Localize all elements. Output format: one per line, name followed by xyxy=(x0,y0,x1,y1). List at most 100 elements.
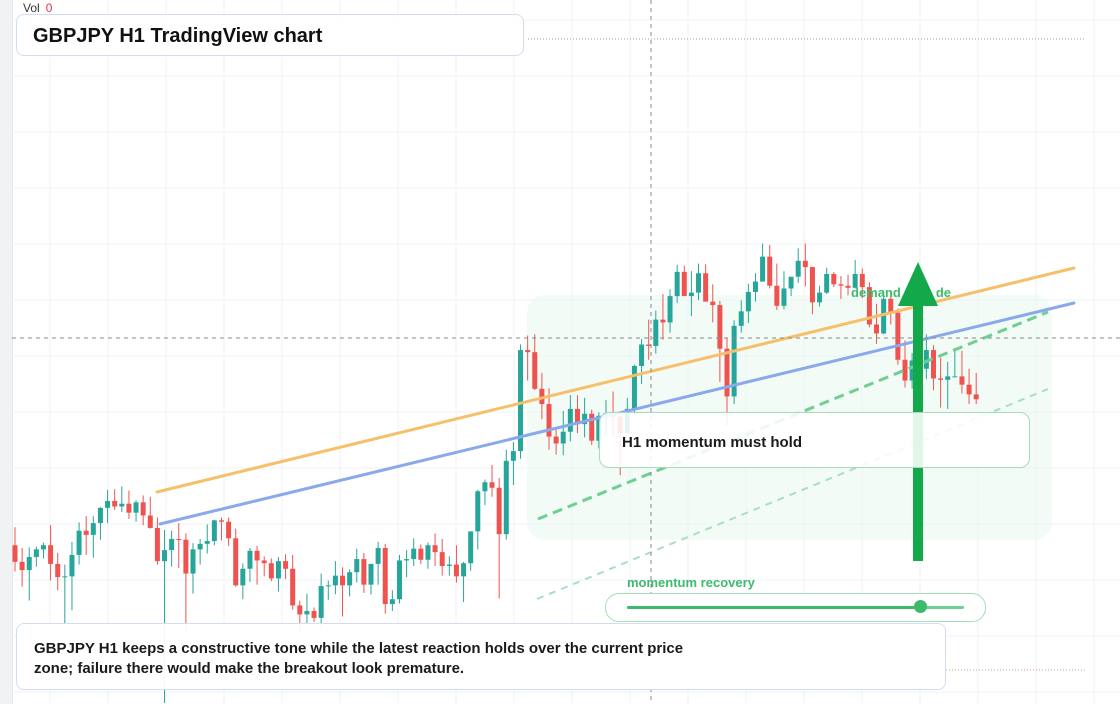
candle-up xyxy=(26,556,32,571)
candle-up xyxy=(318,586,324,618)
candle-down xyxy=(546,404,552,437)
candle-up xyxy=(119,503,125,507)
candle-down xyxy=(660,319,666,323)
candle-up xyxy=(446,564,452,566)
candle-down xyxy=(938,378,944,380)
candle-up xyxy=(881,298,887,334)
candle-down xyxy=(809,267,815,303)
candle-down xyxy=(112,500,118,507)
candle-up xyxy=(368,563,374,585)
candle-up xyxy=(560,431,566,444)
candle-down xyxy=(589,413,595,441)
candle-up xyxy=(90,523,96,535)
candle-down xyxy=(973,394,979,400)
candle-up xyxy=(347,572,353,586)
candle-up xyxy=(752,281,758,292)
candle-down xyxy=(55,563,61,578)
vol-label: Vol xyxy=(23,1,40,15)
candle-down xyxy=(283,561,289,569)
recovery-fill xyxy=(627,606,921,609)
candle-down xyxy=(553,436,559,444)
candle-down xyxy=(361,559,367,585)
candle-down xyxy=(895,312,901,360)
candle-up xyxy=(639,344,645,366)
candle-down xyxy=(930,350,936,379)
candle-down xyxy=(831,273,837,285)
candle-down xyxy=(83,530,89,535)
title-panel: GBPJPY H1 TradingView chart xyxy=(16,14,524,56)
candle-up xyxy=(197,543,203,550)
candle-up xyxy=(275,561,281,579)
candle-down xyxy=(496,487,502,535)
recovery-knob[interactable] xyxy=(914,600,928,613)
demand-label: demand de xyxy=(851,285,951,300)
candle-up xyxy=(596,415,602,441)
candle-up xyxy=(781,288,787,306)
candle-down xyxy=(966,384,972,395)
candle-up xyxy=(76,530,82,555)
candle-down xyxy=(767,256,773,286)
candle-down xyxy=(226,521,232,539)
candle-up xyxy=(411,548,417,560)
candle-up xyxy=(788,276,794,289)
candle-up xyxy=(404,559,410,561)
candle-down xyxy=(297,605,303,615)
candle-down xyxy=(710,301,716,306)
candle-down xyxy=(845,285,851,288)
candle-down xyxy=(126,503,132,513)
candle-down xyxy=(147,515,153,528)
candle-up xyxy=(40,545,46,550)
momentum-callout: H1 momentum must hold xyxy=(599,412,1030,468)
candle-down xyxy=(774,285,780,306)
candle-up xyxy=(375,547,381,564)
candle-down xyxy=(12,545,18,562)
candle-up xyxy=(240,568,246,586)
candle-down xyxy=(418,548,424,560)
candle-up xyxy=(738,311,744,326)
volume-indicator[interactable]: Vol 0 xyxy=(23,1,52,15)
candle-down xyxy=(439,552,445,566)
candle-up xyxy=(567,408,573,432)
crosshair-layer xyxy=(12,0,1120,704)
candle-down xyxy=(453,564,459,577)
candle-up xyxy=(105,500,111,508)
candle-up xyxy=(745,291,751,312)
demand-arrow-head xyxy=(898,262,938,306)
candle-up xyxy=(325,585,331,587)
candle-down xyxy=(681,271,687,297)
candle-up xyxy=(923,350,929,369)
momentum-recovery-label: momentum recovery xyxy=(627,575,755,590)
candle-up xyxy=(389,599,395,605)
chart-title: GBPJPY H1 TradingView chart xyxy=(33,25,323,47)
candle-down xyxy=(866,287,872,325)
candle-down xyxy=(261,560,267,564)
candle-up xyxy=(62,576,68,578)
candle-down xyxy=(902,359,908,381)
candle-up xyxy=(688,292,694,297)
candle-up xyxy=(133,502,139,513)
candle-up xyxy=(674,271,680,297)
candle-up xyxy=(503,460,509,535)
candle-down xyxy=(525,350,531,353)
vol-value: 0 xyxy=(45,1,53,15)
candle-down xyxy=(382,547,388,605)
candle-up xyxy=(582,413,588,425)
candle-up xyxy=(354,559,360,573)
candle-up xyxy=(461,563,467,577)
momentum-recovery-meter xyxy=(605,593,986,622)
candle-down xyxy=(340,575,346,586)
candle-up xyxy=(204,541,210,544)
candle-up xyxy=(475,491,481,532)
candle-up xyxy=(69,554,75,577)
demand-label-head: demand xyxy=(851,285,901,300)
candle-up xyxy=(510,451,516,461)
candle-up xyxy=(169,538,175,551)
candle-up xyxy=(247,550,253,569)
candle-down xyxy=(311,610,317,618)
candle-down xyxy=(703,273,709,302)
candle-down xyxy=(646,344,652,346)
candle-down xyxy=(838,284,844,286)
candle-down xyxy=(218,520,224,522)
candle-down xyxy=(140,502,146,516)
